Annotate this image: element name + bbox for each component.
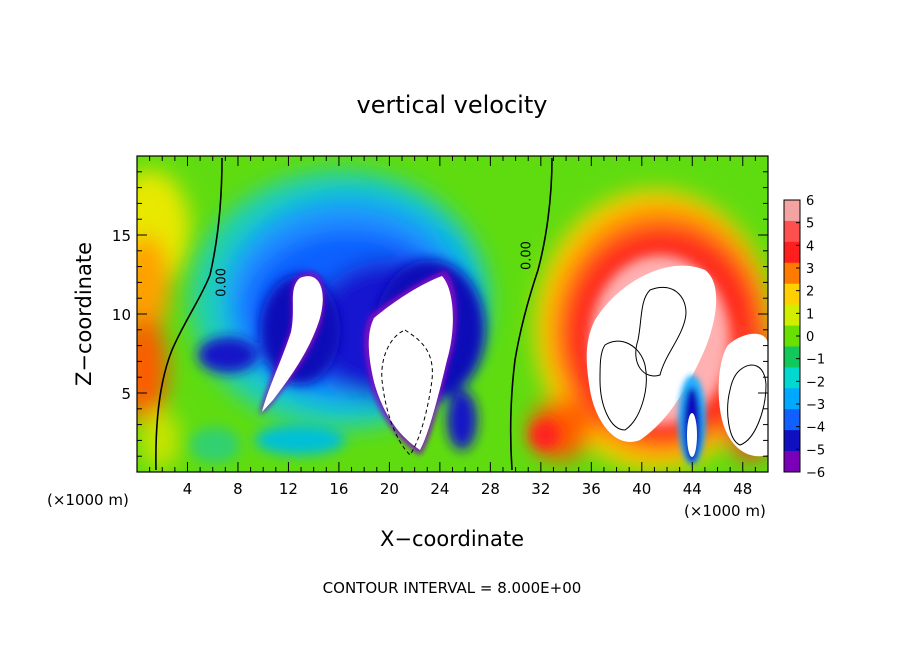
x-axis-label: X−coordinate xyxy=(380,527,524,551)
colorbar-label: 0 xyxy=(806,330,814,345)
contour-interval-note: CONTOUR INTERVAL = 8.000E+00 xyxy=(323,579,582,597)
x-tick-label: 12 xyxy=(279,480,298,498)
x-tick-label: 32 xyxy=(531,480,550,498)
x-unit-right: (×1000 m) xyxy=(684,502,766,520)
y-axis-label: Z−coordinate xyxy=(72,242,96,386)
colorbar-label: −2 xyxy=(806,375,825,390)
colorbar-swatch xyxy=(784,304,800,327)
y-axis: 5 10 15 xyxy=(112,171,768,457)
x-tick-label: 8 xyxy=(233,480,243,498)
x-tick-label: 44 xyxy=(683,480,702,498)
colorbar-label: 3 xyxy=(806,262,814,277)
y-tick-label: 15 xyxy=(112,227,131,245)
x-unit-left: (×1000 m) xyxy=(47,491,129,509)
y-tick-label: 5 xyxy=(121,385,131,403)
chart-title: vertical velocity xyxy=(357,91,548,119)
colorbar-swatch xyxy=(784,367,800,389)
x-tick-label: 28 xyxy=(481,480,500,498)
x-tick-label: 36 xyxy=(582,480,601,498)
colorbar-label: −4 xyxy=(806,421,825,436)
colorbar-label: −1 xyxy=(806,353,825,368)
colorbar-swatch xyxy=(784,283,800,306)
x-tick-label: 4 xyxy=(183,480,193,498)
colorbar-swatch xyxy=(784,388,800,410)
colorbar-label: 6 xyxy=(806,194,814,209)
colorbar-label: 1 xyxy=(806,307,814,322)
colorbar-label: −5 xyxy=(806,443,825,458)
colorbar-swatch xyxy=(784,346,800,368)
colorbar-swatch xyxy=(784,241,800,264)
contour-label: 0.00 xyxy=(214,268,229,297)
colorbar-swatch xyxy=(784,451,800,473)
colorbar-swatch xyxy=(784,430,800,452)
colorbar-swatch xyxy=(784,220,800,243)
x-tick-label: 16 xyxy=(329,480,348,498)
x-tick-label: 48 xyxy=(733,480,752,498)
colorbar-label: 2 xyxy=(806,285,814,300)
colorbar-label: −3 xyxy=(806,398,825,413)
x-axis: 4 8 12 16 20 24 28 32 36 40 44 48 xyxy=(149,156,756,498)
colorbar-label: 5 xyxy=(806,217,814,232)
y-tick-label: 10 xyxy=(112,306,131,324)
colorbar: 6 5 4 3 2 1 0 −1 −2 −3 −4 −5 −6 xyxy=(783,194,825,481)
colorbar-label: −6 xyxy=(806,466,825,481)
contour-labels: 0.00 0.00 xyxy=(214,241,534,297)
velocity-field xyxy=(137,156,768,472)
x-tick-label: 40 xyxy=(632,480,651,498)
colorbar-swatch xyxy=(784,409,800,431)
x-tick-label: 20 xyxy=(380,480,399,498)
colorbar-label: 4 xyxy=(806,239,814,254)
colorbar-swatch xyxy=(784,325,800,347)
x-tick-label: 24 xyxy=(430,480,449,498)
colorbar-swatch xyxy=(784,200,800,222)
colorbar-swatch xyxy=(784,262,800,285)
contour-label: 0.00 xyxy=(520,241,535,270)
